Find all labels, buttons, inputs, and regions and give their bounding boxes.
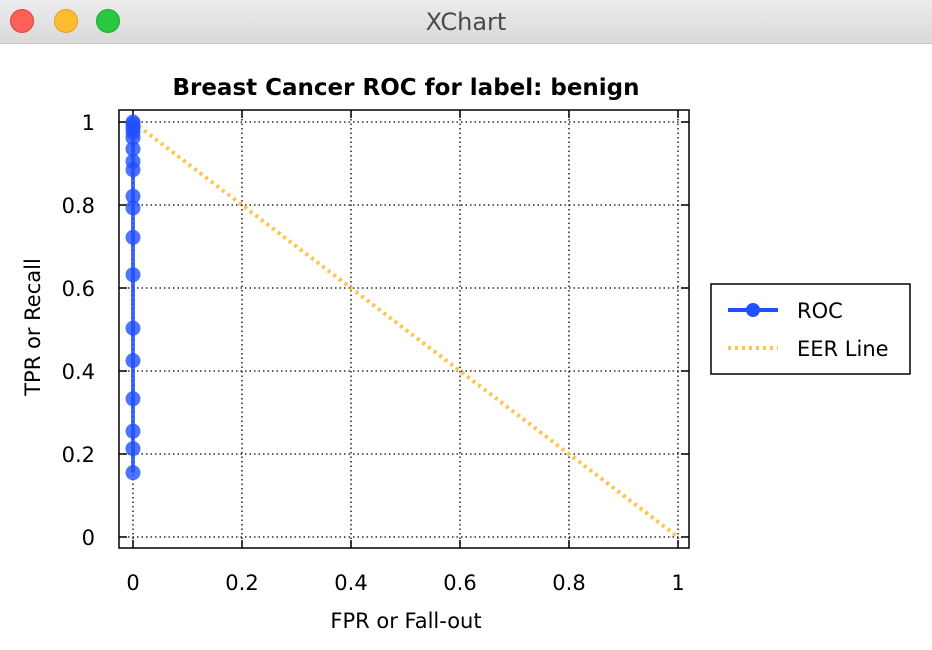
legend-roc-label: ROC: [797, 299, 843, 323]
roc-point: [125, 188, 141, 204]
roc-point: [125, 353, 141, 369]
roc-point: [125, 391, 141, 407]
y-tick-label: 0.6: [62, 277, 95, 301]
legend-roc-marker: [746, 303, 760, 317]
plot-area-border: [118, 109, 690, 549]
x-tick-label: 0: [126, 571, 139, 595]
roc-point: [125, 465, 141, 481]
chart-title: Breast Cancer ROC for label: benign: [172, 75, 639, 101]
axis-ticks: [119, 110, 689, 548]
y-tick-label: 0: [82, 526, 95, 550]
roc-point: [125, 441, 141, 457]
roc-point: [125, 141, 141, 157]
roc-chart: Breast Cancer ROC for label: benign 0 0.2…: [21, 75, 911, 633]
title-bar[interactable]: XChart: [0, 0, 932, 44]
series-layer: [125, 114, 680, 539]
legend-eer-label: EER Line: [797, 337, 889, 361]
roc-point: [125, 200, 141, 216]
y-tick-label: 0.8: [62, 194, 95, 218]
x-tick-label: 1: [671, 571, 684, 595]
x-tick-label: 0.2: [225, 571, 258, 595]
minimize-window-button[interactable]: [54, 9, 78, 33]
y-axis-tick-labels: 0 0.2 0.4 0.6 0.8 1: [62, 111, 95, 550]
x-tick-label: 0.4: [334, 571, 367, 595]
legend-box: [710, 283, 911, 375]
roc-point: [125, 114, 141, 130]
y-tick-label: 0.2: [62, 443, 95, 467]
roc-point: [125, 423, 141, 439]
window-title: XChart: [425, 8, 507, 36]
x-tick-label: 0.6: [443, 571, 476, 595]
y-tick-label: 1: [82, 111, 95, 135]
close-window-button[interactable]: [10, 9, 34, 33]
y-axis-label: TPR or Recall: [21, 258, 45, 397]
x-axis-label: FPR or Fall-out: [330, 609, 481, 633]
maximize-window-button[interactable]: [96, 9, 120, 33]
grid-lines: [119, 110, 689, 548]
x-tick-label: 0.8: [552, 571, 585, 595]
x-axis-tick-labels: 0 0.2 0.4 0.6 0.8 1: [126, 571, 684, 595]
legend: ROC EER Line: [710, 283, 911, 375]
roc-point: [125, 153, 141, 169]
roc-point: [125, 229, 141, 245]
y-tick-label: 0.4: [62, 360, 95, 384]
eer-line: [131, 120, 680, 539]
roc-point: [125, 320, 141, 336]
roc-point: [125, 267, 141, 283]
